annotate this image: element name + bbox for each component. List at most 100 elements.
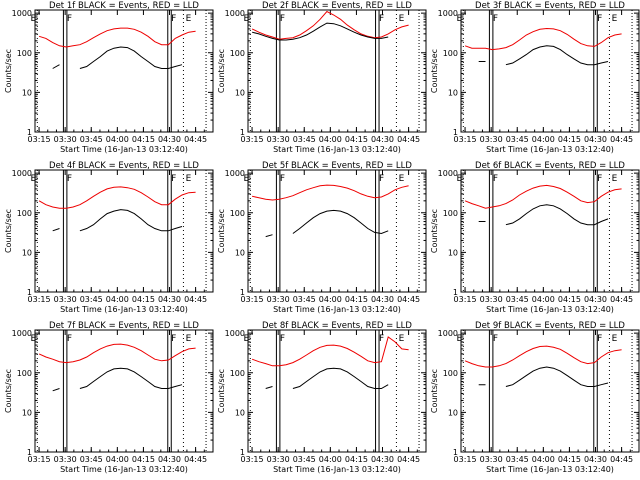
- flare-marker-label: F: [597, 14, 602, 24]
- flare-marker-label: F: [67, 174, 72, 184]
- x-tick-label: 03:15: [241, 295, 264, 304]
- series-events-line: [265, 367, 389, 389]
- x-tick-label: 03:45: [80, 455, 103, 464]
- y-tick-label: 10: [448, 408, 458, 417]
- y-tick-label: 1: [27, 128, 32, 137]
- series-events-line: [52, 209, 183, 232]
- x-axis-label: Start Time (16-Jan-13 03:12:40): [486, 305, 614, 314]
- series-lld-line: [464, 345, 622, 368]
- flare-marker-label: F: [379, 174, 384, 184]
- x-tick-label: 03:30: [480, 455, 503, 464]
- panel-4: Det 4f BLACK = Events, RED = LLD 1 10 100 10…: [4, 161, 214, 314]
- x-tick-label: 03:30: [267, 135, 290, 144]
- x-tick-label: 04:00: [319, 455, 342, 464]
- panel-title: Det 6f BLACK = Events, RED = LLD: [475, 161, 625, 171]
- event-marker-label: E: [186, 14, 192, 24]
- x-tick-label: 03:45: [506, 455, 529, 464]
- y-tick-label: 10: [22, 88, 32, 97]
- y-tick-label: 1000: [438, 169, 458, 178]
- y-tick-label: 10: [235, 248, 245, 257]
- x-tick-label: 04:45: [610, 295, 633, 304]
- flare-marker-label: F: [597, 174, 602, 184]
- x-tick-label: 04:15: [558, 295, 581, 304]
- series-events-line: [52, 46, 183, 69]
- y-tick-label: 1000: [225, 9, 245, 18]
- y-axis-label: Counts/sec: [430, 49, 439, 93]
- x-tick-label: 04:15: [345, 455, 368, 464]
- panel-1: Det 1f BLACK = Events, RED = LLD 1 10 100 10…: [4, 1, 214, 154]
- panel-title: Det 7f BLACK = Events, RED = LLD: [49, 321, 199, 331]
- x-tick-label: 04:30: [158, 455, 181, 464]
- y-tick-label: 1: [27, 288, 32, 297]
- series-events-line: [52, 367, 183, 392]
- y-tick-label: 10: [235, 408, 245, 417]
- event-marker-label: E: [30, 14, 36, 24]
- x-tick-label: 03:30: [54, 455, 77, 464]
- x-tick-label: 04:30: [158, 295, 181, 304]
- x-tick-label: 04:15: [132, 135, 155, 144]
- flare-marker-label: F: [493, 14, 498, 24]
- y-tick-label: 10: [22, 408, 32, 417]
- event-marker-label: E: [243, 174, 249, 184]
- x-tick-label: 03:45: [80, 295, 103, 304]
- panel-title: Det 3f BLACK = Events, RED = LLD: [475, 1, 625, 11]
- event-marker-label: E: [186, 334, 192, 344]
- x-tick-label: 03:15: [28, 455, 51, 464]
- series-lld-line: [251, 184, 409, 201]
- plot-frame: [34, 169, 214, 293]
- y-tick-label: 10: [448, 248, 458, 257]
- x-tick-label: 04:15: [132, 295, 155, 304]
- panel-title: Det 5f BLACK = Events, RED = LLD: [262, 161, 412, 171]
- plot-frame: [460, 9, 640, 133]
- panel-3: Det 3f BLACK = Events, RED = LLD 1 10 100 10…: [430, 1, 640, 154]
- series-lld-line: [464, 27, 622, 51]
- y-tick-label: 1000: [12, 329, 32, 338]
- event-marker-label: E: [612, 334, 618, 344]
- series-lld-line: [464, 184, 622, 209]
- x-tick-label: 04:15: [345, 295, 368, 304]
- y-tick-label: 100: [17, 49, 32, 58]
- x-tick-label: 04:30: [371, 455, 394, 464]
- panel-6: Det 6f BLACK = Events, RED = LLD 1 10 100 10…: [430, 161, 640, 314]
- y-tick-label: 100: [443, 209, 458, 218]
- series-lld-line: [251, 10, 409, 40]
- y-tick-label: 10: [235, 88, 245, 97]
- panel-2: Det 2f BLACK = Events, RED = LLD 1 10 100 10…: [217, 1, 427, 154]
- x-tick-label: 03:45: [293, 135, 316, 144]
- flare-marker-label: F: [171, 174, 176, 184]
- y-tick-label: 100: [230, 49, 245, 58]
- x-axis-label: Start Time (16-Jan-13 03:12:40): [486, 465, 614, 474]
- y-tick-label: 100: [17, 209, 32, 218]
- panel-title: Det 8f BLACK = Events, RED = LLD: [262, 321, 412, 331]
- x-tick-label: 03:30: [267, 455, 290, 464]
- x-tick-label: 03:30: [267, 295, 290, 304]
- y-tick-label: 1000: [438, 329, 458, 338]
- flare-marker-label: F: [597, 334, 602, 344]
- x-tick-label: 03:30: [54, 295, 77, 304]
- y-tick-label: 1000: [225, 329, 245, 338]
- panel-8: Det 8f BLACK = Events, RED = LLD 1 10 100 10…: [217, 321, 427, 474]
- x-tick-label: 04:30: [158, 135, 181, 144]
- series-lld-line: [38, 27, 196, 48]
- x-tick-label: 04:00: [106, 455, 129, 464]
- y-tick-label: 1: [453, 448, 458, 457]
- x-axis-label: Start Time (16-Jan-13 03:12:40): [60, 465, 188, 474]
- x-tick-label: 03:30: [480, 135, 503, 144]
- y-tick-label: 10: [22, 248, 32, 257]
- event-marker-label: E: [399, 14, 405, 24]
- flare-marker-label: F: [493, 174, 498, 184]
- flare-marker-label: F: [280, 174, 285, 184]
- event-marker-label: E: [399, 334, 405, 344]
- x-tick-label: 04:30: [584, 295, 607, 304]
- event-marker-label: E: [30, 334, 36, 344]
- x-tick-label: 03:15: [28, 295, 51, 304]
- series-lld-line: [38, 343, 196, 364]
- y-axis-label: Counts/sec: [4, 49, 13, 93]
- y-tick-label: 1000: [225, 169, 245, 178]
- x-tick-label: 04:00: [532, 135, 555, 144]
- panel-9: Det 9f BLACK = Events, RED = LLD 1 10 100 10…: [430, 321, 640, 474]
- x-tick-label: 03:30: [54, 135, 77, 144]
- y-axis-label: Counts/sec: [430, 369, 439, 413]
- event-marker-label: E: [456, 334, 462, 344]
